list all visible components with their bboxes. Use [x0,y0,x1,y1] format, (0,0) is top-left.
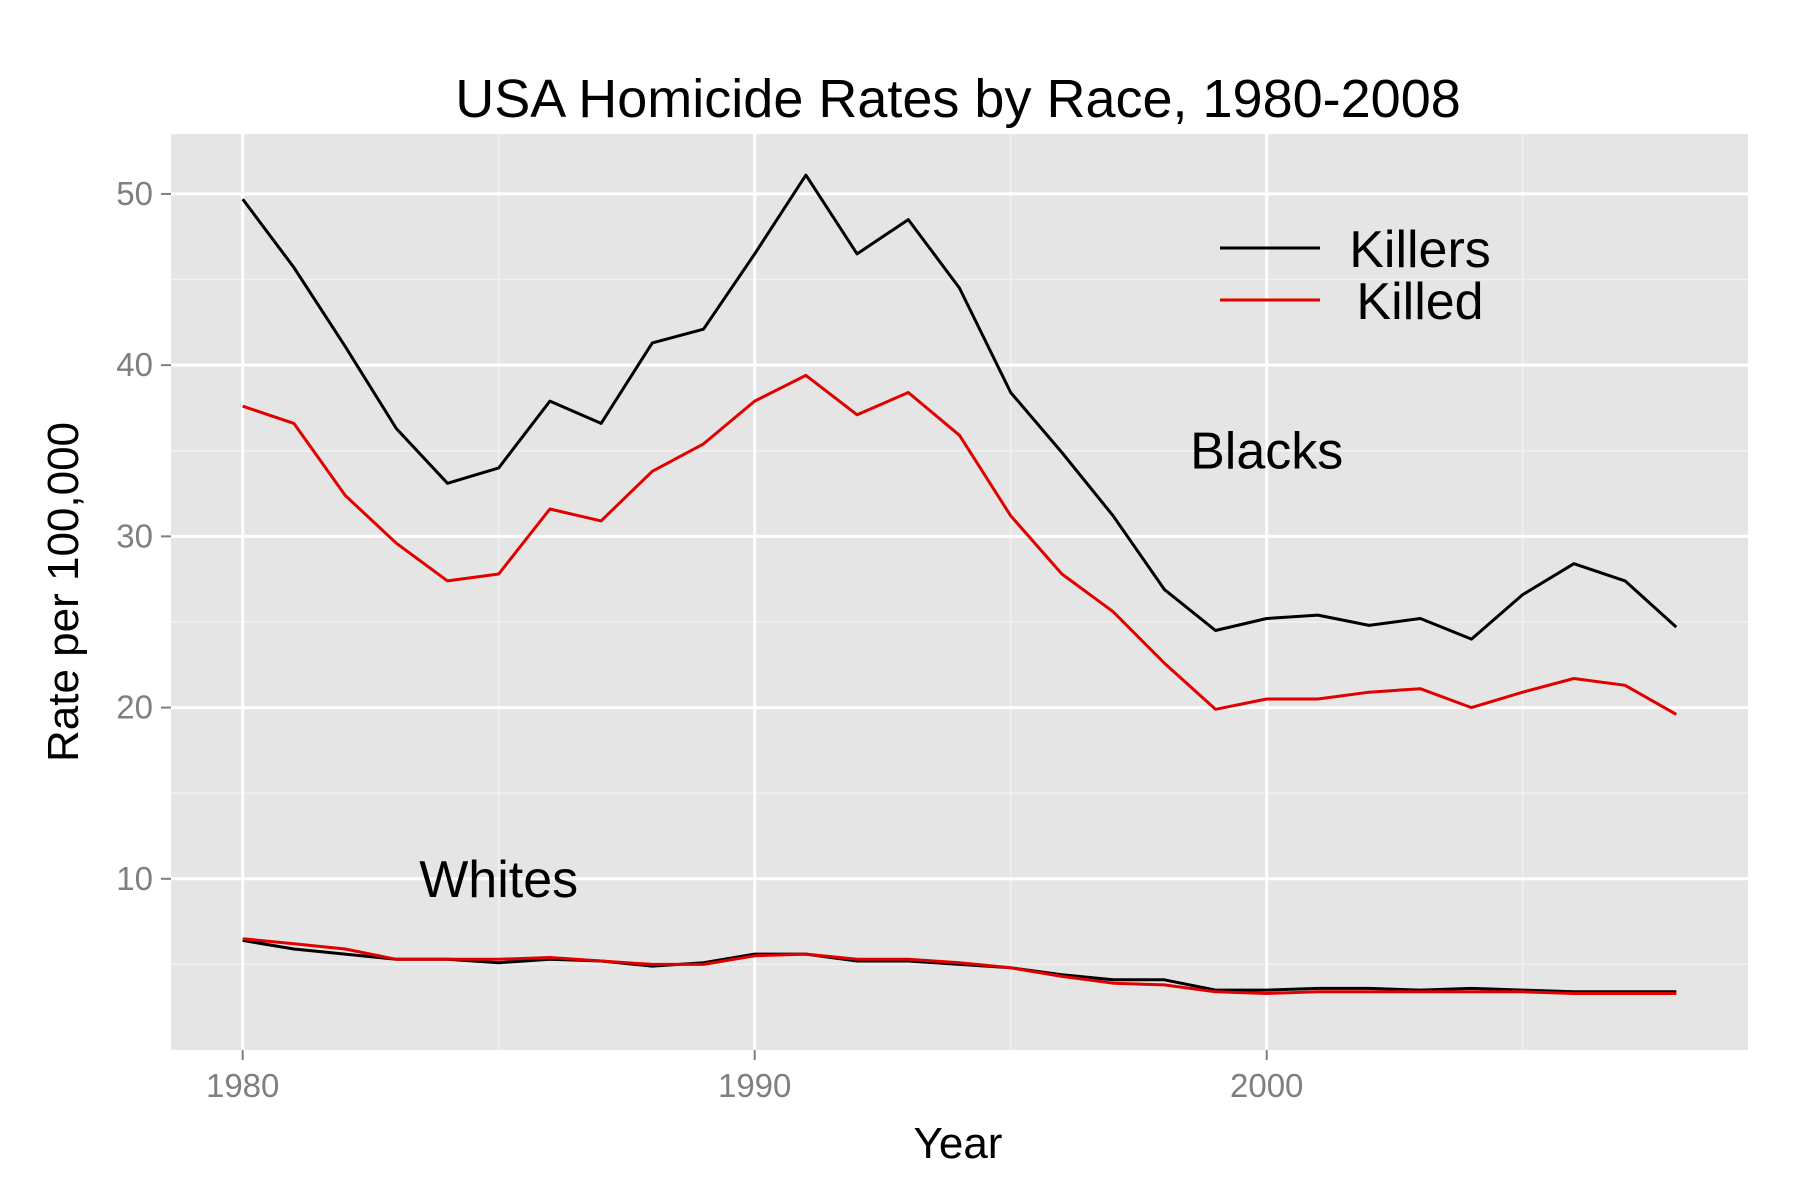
annotation-whites: Whites [419,851,578,909]
x-axis: 1980 1990 2000 [206,1050,1303,1104]
annotations: Blacks Whites [419,423,1343,909]
x-tick-label: 1980 [206,1067,279,1104]
y-tick-label: 10 [116,860,153,897]
grid-major [171,134,1748,1050]
series-line-whites-killers [242,938,1677,994]
x-axis-title: Year [914,1119,1003,1168]
legend-label-killed: Killed [1356,273,1483,331]
series-line-whites-killed [242,937,1677,995]
y-tick-label: 20 [116,689,153,726]
series-lines [241,173,1678,995]
annotation-blacks: Blacks [1190,423,1343,481]
y-tick-label: 40 [116,346,153,383]
legend-label-killers: Killers [1349,221,1491,279]
chart-title: USA Homicide Rates by Race, 1980-2008 [455,69,1461,129]
plot-panel [171,134,1748,1050]
y-axis-title: Rate per 100,000 [39,422,88,762]
y-tick-label: 30 [116,517,153,554]
y-tick-label: 50 [116,175,153,212]
x-tick-label: 2000 [1230,1067,1303,1104]
y-axis: 10 20 30 40 50 [116,175,171,897]
grid-minor [171,134,1748,1050]
x-tick-label: 1990 [718,1067,791,1104]
series-line-blacks-killers [241,173,1678,641]
series-line-blacks-killed [242,373,1678,716]
